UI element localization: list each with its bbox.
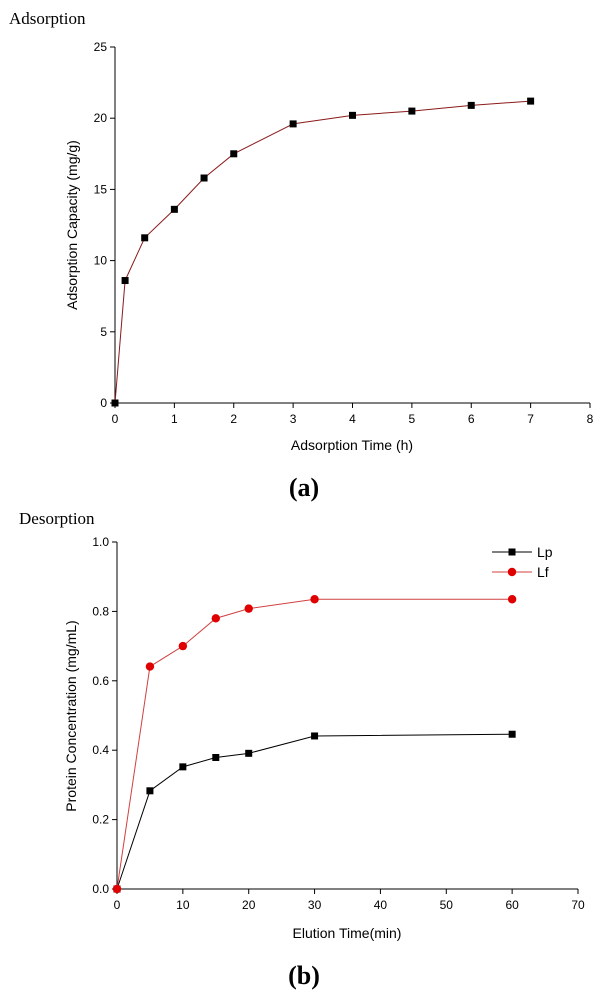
data-point	[408, 107, 416, 115]
x-tick-label: 70	[571, 898, 585, 912]
y-tick-label: 0.0	[92, 882, 109, 896]
x-tick-label: 1	[171, 412, 178, 426]
y-tick-label: 0	[100, 396, 107, 410]
data-point	[121, 277, 129, 285]
data-point	[508, 730, 516, 738]
data-point	[467, 101, 475, 109]
y-tick-label: 0.2	[92, 813, 109, 827]
data-point	[111, 399, 119, 407]
data-point	[230, 150, 238, 158]
x-tick-label: 8	[587, 412, 594, 426]
x-tick-label: 0	[114, 898, 121, 912]
series-line	[116, 733, 513, 890]
x-tick-label: 6	[468, 412, 475, 426]
corner-label-desorption: Desorption	[19, 509, 95, 528]
panel-label-b: (b)	[288, 961, 320, 990]
data-point	[112, 884, 122, 894]
x-tick-label: 5	[409, 412, 416, 426]
x-tick-label: 50	[440, 898, 454, 912]
legend-marker	[508, 548, 516, 556]
data-point	[141, 234, 149, 242]
y-tick-label: 1.0	[92, 535, 109, 549]
x-tick-label: 0	[112, 412, 119, 426]
data-point	[245, 749, 253, 757]
y-tick-label: 25	[94, 40, 108, 54]
legend-label: Lp	[537, 544, 553, 560]
data-point	[200, 174, 208, 182]
series-group	[112, 595, 517, 894]
legend: Lp Lf	[492, 544, 553, 580]
x-tick-label: 20	[242, 898, 256, 912]
y-tick-label: 0.4	[92, 743, 109, 757]
data-point	[146, 787, 154, 795]
data-point	[310, 595, 319, 604]
corner-label-adsorption: Adsorption	[9, 9, 86, 28]
legend-marker	[507, 567, 517, 577]
y-axis-title: Adsorption Capacity (mg/g)	[64, 140, 80, 310]
chart-adsorption: Adsorption 0 1 2 3 4 5 6 7 8 0 5 10 15 20 25 Adsorpti…	[9, 9, 594, 502]
panel-label-a: (a)	[289, 473, 319, 502]
x-tick-label: 30	[308, 898, 322, 912]
y-tick-label: 20	[94, 111, 108, 125]
x-ticks: 0 1 2 3 4 5 6 7 8	[112, 403, 594, 426]
data-point	[527, 97, 535, 105]
y-tick-label: 5	[100, 325, 107, 339]
x-tick-label: 4	[349, 412, 356, 426]
data-point	[349, 111, 356, 119]
y-axis-title: Protein Concentration (mg/mL)	[63, 620, 79, 811]
data-point	[289, 120, 297, 128]
data-point	[170, 205, 178, 213]
x-axis-title: Adsorption Time (h)	[291, 437, 413, 453]
y-ticks: 0.0 0.2 0.4 0.6 0.8 1.0	[92, 535, 117, 896]
x-tick-label: 60	[505, 898, 519, 912]
x-tick-label: 3	[290, 412, 297, 426]
x-tick-label: 40	[374, 898, 388, 912]
data-point	[244, 604, 253, 613]
y-ticks: 0 5 10 15 20 25	[94, 40, 115, 410]
x-axis-title: Elution Time(min)	[293, 925, 402, 941]
data-point	[311, 732, 319, 740]
x-tick-label: 2	[230, 412, 237, 426]
data-point	[179, 763, 187, 771]
data-point	[211, 614, 220, 623]
data-point	[507, 595, 517, 604]
x-tick-label: 7	[527, 412, 534, 426]
data-point	[145, 662, 155, 671]
series-line	[116, 598, 513, 890]
data-point	[178, 641, 188, 651]
chart-desorption: Desorption 0 10 20 30 40 50 60 70 0.00.20.40.60…	[19, 509, 585, 990]
x-ticks: 0 10 20 30 40 50 60 70	[114, 889, 585, 912]
data-point	[212, 753, 220, 761]
x-tick-label: 10	[176, 898, 190, 912]
series-line	[114, 100, 531, 404]
series-group	[111, 97, 535, 407]
y-tick-label: 10	[94, 254, 108, 268]
y-tick-label: 15	[94, 182, 108, 196]
legend-label: Lf	[537, 564, 549, 580]
y-tick-label: 0.8	[92, 604, 109, 618]
y-tick-label: 0.6	[92, 674, 109, 688]
